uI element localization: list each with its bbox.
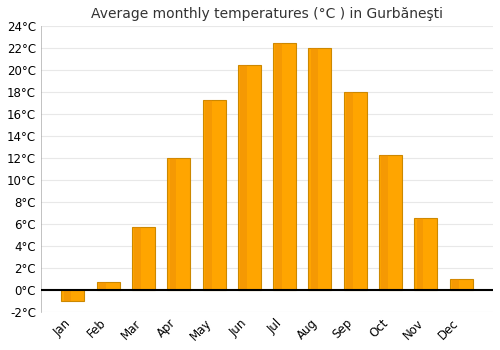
Bar: [62, 290, 84, 301]
Bar: [170, 158, 176, 290]
Bar: [344, 92, 366, 290]
Bar: [205, 100, 212, 290]
Bar: [276, 43, 282, 290]
Bar: [273, 43, 296, 290]
Bar: [310, 48, 318, 290]
Bar: [450, 279, 472, 290]
Bar: [97, 282, 120, 290]
Bar: [416, 218, 424, 290]
Bar: [134, 227, 141, 290]
Bar: [346, 92, 353, 290]
Bar: [132, 227, 155, 290]
Bar: [168, 158, 190, 290]
Bar: [99, 282, 106, 290]
Bar: [414, 218, 437, 290]
Bar: [452, 279, 458, 290]
Bar: [202, 100, 226, 290]
Bar: [64, 290, 70, 301]
Bar: [240, 65, 247, 290]
Bar: [238, 65, 261, 290]
Bar: [379, 155, 402, 290]
Title: Average monthly temperatures (°C ) in Gurbăneşti: Average monthly temperatures (°C ) in Gu…: [91, 7, 443, 21]
Bar: [382, 155, 388, 290]
Bar: [308, 48, 332, 290]
